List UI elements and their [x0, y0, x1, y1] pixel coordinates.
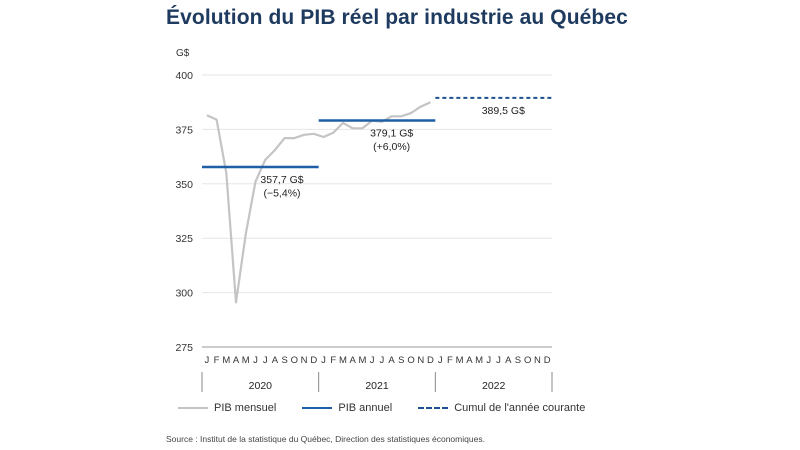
legend: PIB mensuel PIB annuel Cumul de l'année … [178, 402, 611, 414]
y-tick-label: 350 [175, 179, 193, 191]
x-month-tick-label: J [370, 355, 375, 366]
x-month-tick-label: J [204, 355, 209, 366]
x-month-tick-label: O [407, 355, 414, 366]
x-month-tick-label: J [263, 355, 268, 366]
y-tick-label: 275 [175, 342, 193, 354]
x-month-tick-label: M [339, 355, 347, 366]
y-tick-label: 300 [175, 288, 193, 300]
y-axis: G$ 275 300 325 350 375 400 [175, 48, 193, 354]
series-layer [202, 96, 552, 304]
x-month-tick-label: N [417, 355, 424, 366]
legend-item-monthly: PIB mensuel [178, 402, 276, 414]
x-month-tick-label: S [281, 355, 287, 366]
x-month-tick-label: A [272, 355, 279, 366]
x-month-tick-label: A [388, 355, 395, 366]
x-month-tick-label: M [475, 355, 483, 366]
x-month-tick-label: F [214, 355, 220, 366]
x-year-label: 2022 [482, 380, 506, 392]
x-month-tick-label: M [358, 355, 366, 366]
legend-swatch-annual [302, 407, 333, 409]
annotation-line: 357,7 G$ [260, 174, 303, 186]
x-month-tick-label: D [544, 355, 551, 366]
x-year-label: 2020 [249, 380, 273, 392]
x-month-tick-label: D [310, 355, 317, 366]
x-month-tick-label: J [486, 355, 491, 366]
x-month-tick-label: A [350, 355, 357, 366]
annotation-line: 389,5 G$ [482, 105, 525, 117]
x-month-tick-label: N [301, 355, 308, 366]
x-month-tick-label: F [447, 355, 453, 366]
x-month-tick-label: M [242, 355, 250, 366]
x-year-label: 2021 [365, 380, 389, 392]
annotation-2020: 357,7 G$ (−5,4%) [260, 174, 303, 200]
annotation-line: (+6,0%) [373, 141, 410, 153]
chart-title: Évolution du PIB réel par industrie au Q… [166, 6, 628, 29]
x-axis: J F M A M J J A S O N D J F M A M J J A S O N D J F M A M J J A S O N D2020… [201, 346, 553, 392]
x-month-tick-label: A [505, 355, 512, 366]
legend-label-monthly: PIB mensuel [214, 402, 277, 414]
legend-swatch-cumul [418, 407, 449, 409]
y-tick-label: 400 [175, 70, 193, 82]
x-month-tick-label: J [321, 355, 326, 366]
x-month-tick-label: M [222, 355, 230, 366]
x-month-tick-label: J [379, 355, 384, 366]
legend-swatch-monthly [178, 407, 208, 409]
x-month-tick-label: O [524, 355, 531, 366]
x-month-tick-label: N [534, 355, 541, 366]
annotation-2022: 389,5 G$ [482, 105, 525, 117]
annotation-line: 379,1 G$ [370, 127, 413, 139]
x-month-tick-label: J [496, 355, 501, 366]
x-month-tick-label: A [233, 355, 240, 366]
x-month-tick-label: D [427, 355, 434, 366]
y-axis-unit-label: G$ [176, 48, 190, 59]
x-month-tick-label: J [438, 355, 443, 366]
series-line-pib-mensuel [206, 101, 431, 304]
legend-item-cumul: Cumul de l'année courante [418, 402, 585, 414]
x-month-tick-label: F [330, 355, 336, 366]
x-month-tick-label: M [456, 355, 464, 366]
legend-label-cumul: Cumul de l'année courante [454, 402, 586, 414]
annotations-layer: 357,7 G$ (−5,4%) 379,1 G$ (+6,0%) 389,5 G$ [260, 105, 525, 200]
legend-label-annual: PIB annuel [338, 402, 393, 414]
grid [202, 74, 552, 294]
annotation-line: (−5,4%) [263, 188, 300, 200]
x-month-tick-label: A [466, 355, 473, 366]
x-month-tick-label: S [398, 355, 404, 366]
source-note: Source : Institut de la statistique du Q… [166, 434, 485, 444]
y-tick-label: 375 [175, 124, 193, 136]
legend-item-annual: PIB annuel [302, 402, 392, 414]
x-month-tick-label: S [515, 355, 521, 366]
annotation-2021: 379,1 G$ (+6,0%) [370, 127, 413, 153]
x-month-tick-label: J [253, 355, 258, 366]
y-tick-label: 325 [175, 233, 193, 245]
x-month-tick-label: O [291, 355, 298, 366]
